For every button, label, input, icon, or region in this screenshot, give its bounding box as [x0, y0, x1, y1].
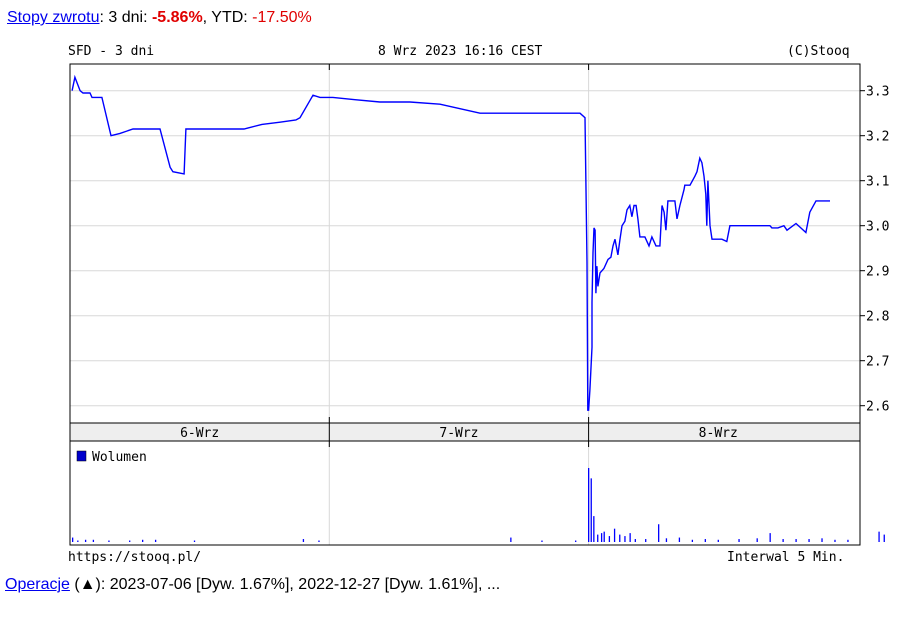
chart-date: 8 Wrz 2023 16:16 CEST [378, 44, 543, 59]
price-line [71, 74, 830, 411]
volume-bar [634, 539, 636, 542]
volume-bar [84, 539, 87, 542]
volume-bar [619, 534, 621, 542]
volume-bar [847, 539, 849, 542]
volume-bar [658, 524, 660, 542]
volume-bar [678, 537, 681, 542]
operations-text: (▲): 2023-07-06 [Dyw. 1.67%], 2022-12-27… [69, 576, 501, 593]
volume-bar [795, 539, 797, 542]
period-label: : 3 dni: [99, 9, 152, 26]
volume-bar [821, 538, 823, 542]
volume-bar [769, 533, 771, 542]
y-tick-label: 2.9 [866, 265, 889, 280]
volume-bar [878, 531, 880, 542]
volume-bar [77, 540, 79, 542]
volume-bar [510, 537, 512, 542]
volume-bar [629, 533, 631, 542]
volume-bar [193, 540, 196, 542]
returns-link[interactable]: Stopy zwrotu [7, 9, 100, 26]
volume-bar [756, 538, 758, 542]
volume-bar [92, 539, 95, 542]
volume-bar [597, 534, 599, 542]
volume-bar [608, 536, 611, 542]
volume-bar [302, 539, 305, 542]
y-tick-label: 3.0 [866, 220, 889, 235]
volume-bar [782, 539, 784, 542]
source-url: https://stooq.pl/ [68, 550, 202, 565]
volume-bar [142, 539, 144, 542]
volume-bar [613, 528, 616, 542]
x-tick-label: 8-Wrz [699, 426, 738, 441]
volume-bar [600, 533, 603, 542]
ytd-return: -17.50% [252, 9, 312, 26]
volume-bar [108, 540, 110, 542]
volume-bar [603, 531, 605, 542]
volume-bar [883, 534, 885, 542]
y-tick-label: 2.7 [866, 355, 889, 370]
x-tick-label: 7-Wrz [439, 426, 478, 441]
ytd-label: , YTD: [202, 9, 253, 26]
volume-legend-swatch [76, 450, 87, 462]
interval-label: Interwal 5 Min. [727, 550, 845, 565]
y-tick-label: 2.8 [866, 310, 889, 325]
volume-bar [691, 539, 694, 542]
returns-summary: Stopy zwrotu: 3 dni: -5.86%, YTD: -17.50… [7, 9, 312, 27]
volume-bar [624, 536, 626, 542]
volume-bar [154, 539, 157, 542]
operations-link[interactable]: Operacje [5, 576, 70, 593]
volume-bar [645, 539, 647, 542]
volume-bar [593, 516, 595, 542]
chart-title: SFD - 3 dni [68, 44, 155, 59]
volume-frame [69, 440, 861, 546]
volume-bar [129, 540, 131, 542]
volume-bar [541, 540, 543, 542]
volume-bar [704, 539, 706, 542]
volume-bar [808, 539, 810, 542]
volume-bar [588, 468, 590, 542]
volume-bar [717, 539, 719, 542]
y-tick-label: 3.3 [866, 85, 889, 100]
y-tick-label: 3.1 [866, 175, 889, 190]
price-frame [69, 63, 861, 424]
volume-bar [738, 539, 740, 542]
y-tick-label: 2.6 [866, 400, 889, 415]
y-tick-label: 3.2 [866, 130, 889, 145]
volume-bar [834, 539, 836, 542]
chart-copyright: (C)Stooq [787, 44, 850, 59]
volume-legend-label: Wolumen [92, 450, 147, 465]
volume-bar [575, 540, 577, 542]
volume-bar [590, 478, 592, 542]
volume-bar [71, 537, 74, 542]
operations-info: Operacje (▲): 2023-07-06 [Dyw. 1.67%], 2… [5, 576, 500, 594]
period-return: -5.86% [151, 9, 203, 26]
volume-bar [665, 538, 668, 542]
x-tick-label: 6-Wrz [180, 426, 219, 441]
volume-bar [318, 540, 320, 542]
